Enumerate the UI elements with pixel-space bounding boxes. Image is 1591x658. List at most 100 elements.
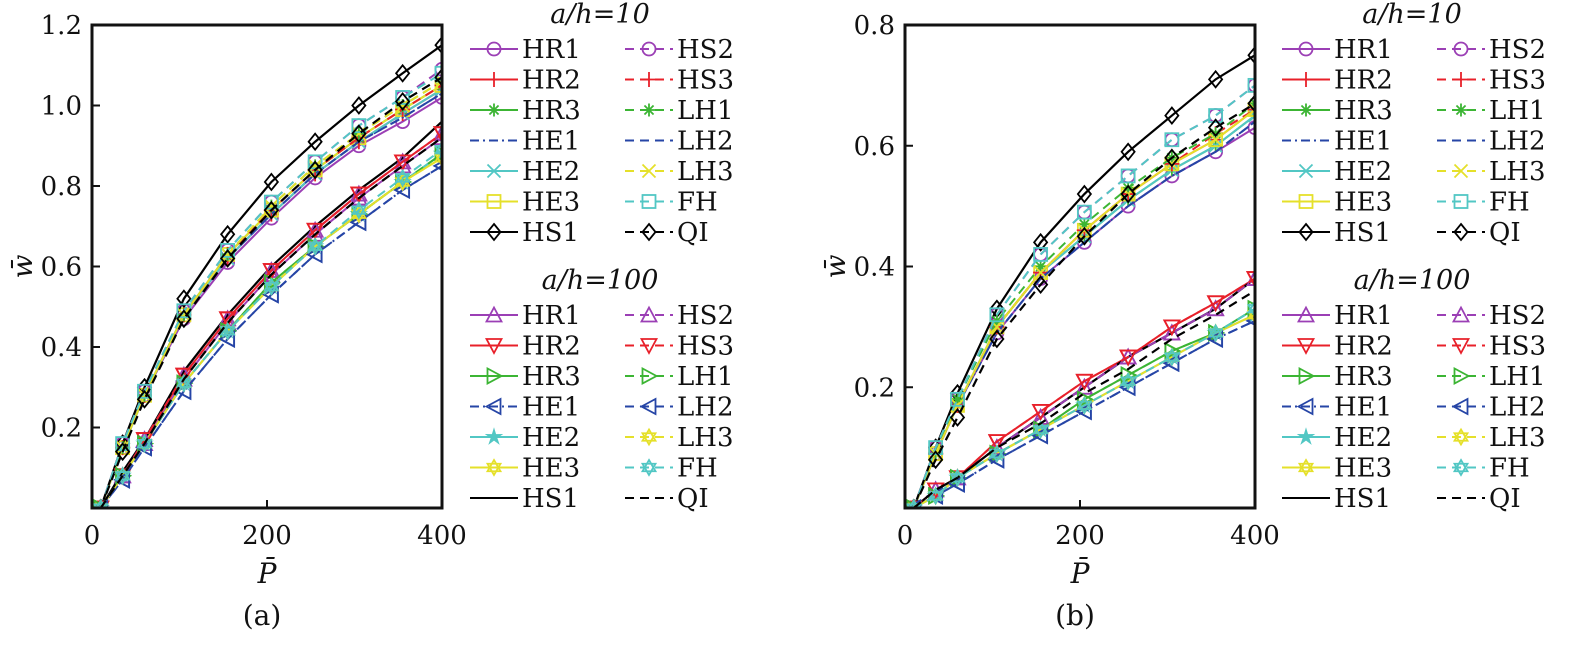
legend-label: LH1	[1489, 362, 1545, 392]
data-point-fh-1	[927, 486, 944, 506]
legend-marker	[641, 163, 657, 179]
legend-item-he2: HE2	[470, 157, 580, 187]
legend-label: HS1	[1334, 484, 1391, 514]
series-line-ah100-lh2	[99, 165, 442, 508]
legend-marker	[641, 222, 657, 242]
series-line-ah10-qi	[912, 102, 1255, 508]
data-point-qi-8	[394, 92, 411, 111]
series-line-ah10-lh1	[912, 102, 1255, 508]
legend-marker	[484, 338, 504, 355]
data-point-hs1-3	[176, 289, 192, 309]
legend-marker	[484, 397, 502, 416]
y-tick-label: 0.6	[854, 132, 895, 162]
legend-label: FH	[1489, 188, 1530, 218]
legend-item-qi: QI	[625, 484, 709, 514]
data-point-he2-9	[1247, 108, 1255, 123]
legend-item-he2: HE2	[470, 423, 580, 453]
legend-label: HE1	[1334, 127, 1392, 157]
data-point-fh-6	[1120, 371, 1137, 391]
data-point-fh-8	[394, 168, 411, 188]
legend-marker	[641, 41, 657, 57]
data-point-hs3-5	[262, 263, 281, 280]
data-point-fh-2	[137, 383, 152, 399]
x-tick-label: 200	[1055, 521, 1105, 551]
legend-label: LH2	[677, 127, 733, 157]
legend-marker	[1453, 194, 1469, 209]
series-line-ah100-hs1	[99, 120, 442, 508]
legend-marker	[640, 427, 658, 447]
legend-item-hr3: HR3	[1282, 362, 1393, 392]
legend-marker	[1452, 427, 1470, 447]
data-point-hs1-7	[351, 96, 367, 115]
legend-label: LH3	[1489, 423, 1545, 453]
series-line-ah10-hs1	[912, 54, 1255, 508]
data-point-qi-2	[949, 408, 966, 427]
legend-marker	[1453, 222, 1469, 242]
y-tick-label: 0.2	[854, 373, 895, 403]
data-point-lh1-5	[1077, 217, 1091, 231]
series-line-ah100-qi	[99, 136, 442, 508]
data-point-lh2-6	[1118, 378, 1136, 397]
series-line-ah10-hs2	[912, 84, 1255, 508]
legend-marker	[1297, 458, 1315, 477]
legend-item-lh1: LH1	[1437, 96, 1545, 126]
legend-label: HE1	[522, 393, 580, 423]
legend-marker	[486, 366, 504, 386]
x-tick-label: 400	[1230, 521, 1280, 551]
legend-item-lh2: LH2	[625, 393, 733, 423]
data-point-hs3-4	[1031, 404, 1050, 421]
data-point-qi-3	[989, 329, 1005, 349]
series-line-ah100-lh2	[913, 319, 1255, 508]
data-point-fh-2	[136, 434, 153, 453]
legend-marker	[485, 458, 503, 477]
legend-label: HE3	[522, 188, 580, 218]
data-point-qi-9	[434, 67, 442, 87]
data-point-hs1-9	[434, 35, 442, 55]
data-point-hs2-5	[1075, 377, 1094, 395]
y-tick-label: 0.8	[854, 11, 895, 41]
legend-label: HE2	[1334, 157, 1392, 187]
legend-label: HS1	[1334, 218, 1391, 248]
series-line-ah10-fh	[912, 84, 1255, 508]
legend-label: HR3	[1334, 362, 1393, 392]
legend-item-fh: FH	[1437, 188, 1530, 218]
legend-item-hs1: HS1	[1282, 484, 1391, 514]
data-point-lh3-5	[264, 198, 279, 214]
data-point-fh-9	[433, 140, 442, 160]
plot-area	[92, 35, 442, 508]
legend-heading: a/h=100	[1354, 265, 1471, 296]
legend-marker	[1296, 397, 1314, 416]
data-point-lh1-6	[1120, 366, 1138, 385]
legend-item-hr3: HR3	[470, 362, 581, 392]
data-point-hs3-8	[1206, 295, 1225, 313]
legend-marker	[1298, 366, 1316, 386]
y-axis-label: w̄	[819, 254, 852, 278]
data-point-lh3-4	[220, 247, 235, 262]
series-line-ah10-he2	[912, 114, 1255, 508]
legend-label: HR1	[1334, 301, 1393, 331]
legend-item-hs1: HS1	[470, 218, 579, 248]
data-point-lh2-8	[1206, 329, 1224, 348]
legend-item-he3: HE3	[470, 188, 580, 218]
data-point-fh-9	[1247, 77, 1255, 93]
y-tick-label: 0.8	[41, 172, 82, 202]
legend-item-he2: HE2	[1282, 157, 1392, 187]
data-point-hs1-8	[1207, 69, 1224, 89]
data-point-lh2-3	[987, 450, 1005, 469]
series-line-ah100-hs3	[913, 277, 1255, 508]
legend-marker	[1452, 458, 1470, 477]
panel-caption: (b)	[1055, 599, 1095, 632]
data-point-hs1-6	[1120, 142, 1136, 162]
data-point-fh-3	[989, 307, 1005, 323]
legend-item-hr2: HR2	[1282, 66, 1393, 96]
legend-item-fh: FH	[625, 454, 718, 484]
data-point-fh-5	[263, 194, 279, 210]
data-point-qi-2	[136, 389, 153, 409]
data-point-lh1-7	[1164, 342, 1182, 361]
y-tick-label: 0.4	[854, 253, 895, 283]
legend-marker	[486, 222, 502, 242]
legend: a/h=10HR1HR2HR3HE1HE2HE3HS1HS2HS3LH1LH2L…	[470, 0, 734, 514]
legend-marker	[1453, 163, 1469, 179]
data-point-lh2-7	[1162, 354, 1180, 373]
data-point-fh-7	[1164, 132, 1180, 148]
